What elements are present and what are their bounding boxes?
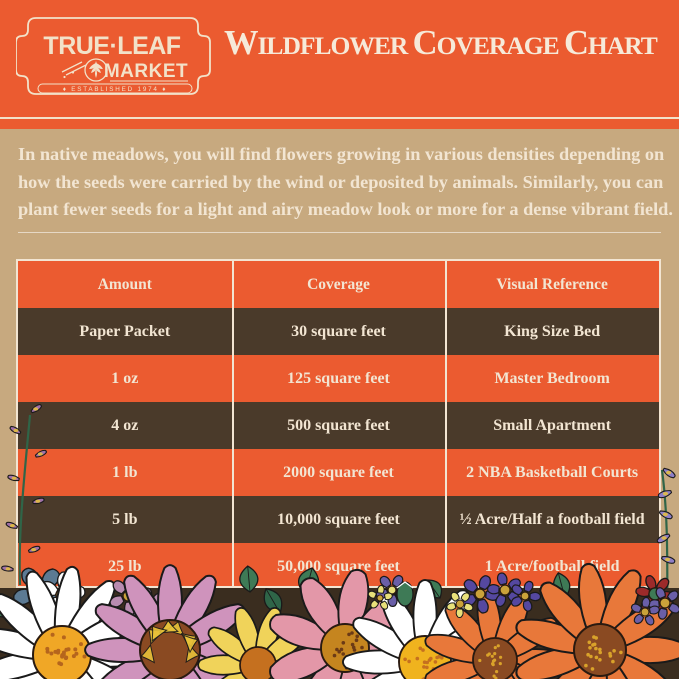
svg-text:♦ ESTABLISHED 1974 ♦: ♦ ESTABLISHED 1974 ♦ (63, 86, 168, 93)
svg-text:TRUE·LEAF: TRUE·LEAF (43, 32, 180, 60)
svg-text:MARKET: MARKET (104, 61, 188, 82)
